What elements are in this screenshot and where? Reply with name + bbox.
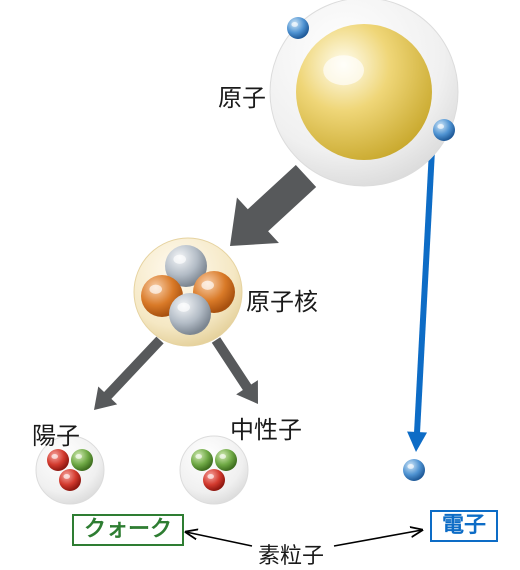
label-neutron: 中性子 — [230, 410, 302, 445]
label-fundamental: 素粒子 — [258, 538, 324, 570]
quark-2 — [59, 469, 81, 491]
nucleon-3 — [169, 293, 211, 335]
quark-1 — [215, 449, 237, 471]
electron-ball — [403, 459, 425, 481]
neutron-detail — [180, 436, 248, 504]
atom-electron-1 — [433, 119, 455, 141]
arrow-nucleus-to-neutron — [205, 333, 269, 411]
arrows-layer — [85, 149, 442, 546]
atom-electron-0 — [287, 17, 309, 39]
box-electron: 電子 — [430, 510, 498, 542]
arrow-fundamental-to-electron — [334, 530, 422, 546]
quark-0 — [47, 449, 69, 471]
box-quark: クォーク — [72, 514, 184, 546]
quark-2 — [203, 469, 225, 491]
arrow-atom-to-electron — [406, 149, 442, 452]
label-proton: 陽子 — [32, 416, 80, 451]
atom — [270, 0, 458, 186]
label-atom: 原子 — [218, 78, 266, 113]
arrow-fundamental-to-quark — [186, 532, 252, 546]
label-nucleus: 原子核 — [246, 282, 318, 317]
arrow-nucleus-to-proton — [85, 331, 170, 419]
quark-0 — [191, 449, 213, 471]
atom-inner — [296, 24, 432, 160]
arrow-atom-to-nucleus — [209, 153, 327, 269]
free-electron — [403, 459, 425, 481]
nucleus — [134, 238, 242, 346]
quark-1 — [71, 449, 93, 471]
